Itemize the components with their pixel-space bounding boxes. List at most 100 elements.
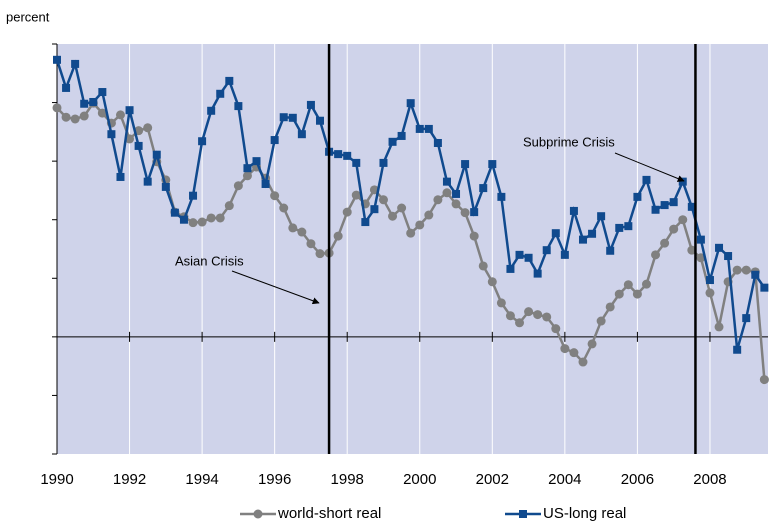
marker	[424, 210, 434, 220]
marker	[225, 76, 234, 85]
legend-label: world-short real	[277, 505, 381, 522]
legend-marker	[253, 509, 263, 519]
x-tick-label: 1990	[40, 471, 73, 488]
marker	[578, 357, 588, 367]
marker	[587, 339, 597, 349]
marker	[524, 253, 533, 262]
marker	[261, 179, 270, 188]
marker	[397, 131, 406, 140]
marker	[115, 110, 125, 120]
marker	[189, 191, 198, 200]
marker	[705, 288, 715, 298]
marker	[89, 97, 98, 106]
marker	[705, 276, 714, 285]
x-tick-label: 2002	[476, 471, 509, 488]
marker	[378, 195, 388, 205]
x-tick-label: 1998	[331, 471, 364, 488]
marker	[496, 298, 506, 308]
marker	[198, 137, 207, 146]
marker	[551, 324, 561, 334]
marker	[233, 181, 243, 191]
x-tick-label: 1994	[185, 471, 218, 488]
marker	[751, 270, 760, 279]
marker	[460, 208, 470, 218]
marker	[80, 99, 89, 108]
marker	[733, 345, 742, 354]
marker	[334, 150, 343, 159]
marker	[379, 158, 388, 167]
marker	[306, 239, 316, 249]
marker	[715, 243, 724, 252]
marker	[714, 322, 724, 332]
marker	[669, 198, 678, 207]
marker	[506, 264, 515, 273]
marker	[224, 201, 234, 211]
marker	[461, 160, 470, 169]
marker	[560, 344, 570, 354]
marker	[623, 280, 633, 290]
marker	[71, 59, 80, 68]
marker	[152, 150, 161, 159]
marker	[61, 112, 71, 122]
marker	[161, 182, 170, 191]
marker	[615, 223, 624, 232]
marker	[143, 123, 153, 133]
marker	[315, 116, 324, 125]
marker	[542, 312, 552, 322]
marker	[333, 231, 343, 241]
marker	[741, 265, 751, 275]
marker	[442, 177, 451, 186]
annotation: Asian Crisis	[175, 253, 244, 268]
marker	[578, 235, 587, 244]
marker	[279, 113, 288, 122]
marker	[470, 208, 479, 217]
marker	[433, 195, 443, 205]
x-tick-label: 1992	[113, 471, 146, 488]
marker	[487, 277, 497, 287]
x-tick-label: 2004	[548, 471, 581, 488]
marker	[79, 111, 89, 121]
marker	[759, 375, 769, 385]
marker	[533, 310, 543, 320]
x-tick-label: 2000	[403, 471, 436, 488]
marker	[352, 158, 361, 167]
marker	[687, 245, 697, 255]
marker	[370, 205, 379, 214]
marker	[696, 235, 705, 244]
marker	[424, 124, 433, 133]
marker	[524, 307, 534, 317]
plot-background	[57, 44, 768, 454]
marker	[651, 205, 660, 214]
x-tick-label: 2008	[693, 471, 726, 488]
marker	[215, 213, 225, 223]
marker	[560, 250, 569, 259]
annotation-arrow	[614, 152, 685, 182]
x-tick-label: 1996	[258, 471, 291, 488]
marker	[297, 130, 306, 139]
marker	[70, 114, 80, 124]
marker	[343, 151, 352, 160]
marker	[696, 253, 706, 263]
marker	[288, 223, 298, 233]
marker	[170, 208, 179, 217]
marker	[588, 229, 597, 238]
marker	[234, 102, 243, 111]
marker	[724, 252, 733, 261]
marker	[469, 231, 479, 241]
marker	[125, 134, 135, 144]
marker	[207, 106, 216, 115]
marker	[270, 191, 280, 201]
marker	[515, 318, 525, 328]
annotation-arrow	[231, 270, 320, 305]
marker	[297, 227, 307, 237]
legend-marker	[519, 510, 527, 518]
marker	[478, 261, 488, 271]
marker	[415, 124, 424, 133]
marker	[488, 160, 497, 169]
marker	[614, 289, 624, 299]
marker	[597, 212, 606, 221]
marker	[632, 289, 642, 299]
marker	[107, 130, 116, 139]
marker	[97, 108, 107, 118]
